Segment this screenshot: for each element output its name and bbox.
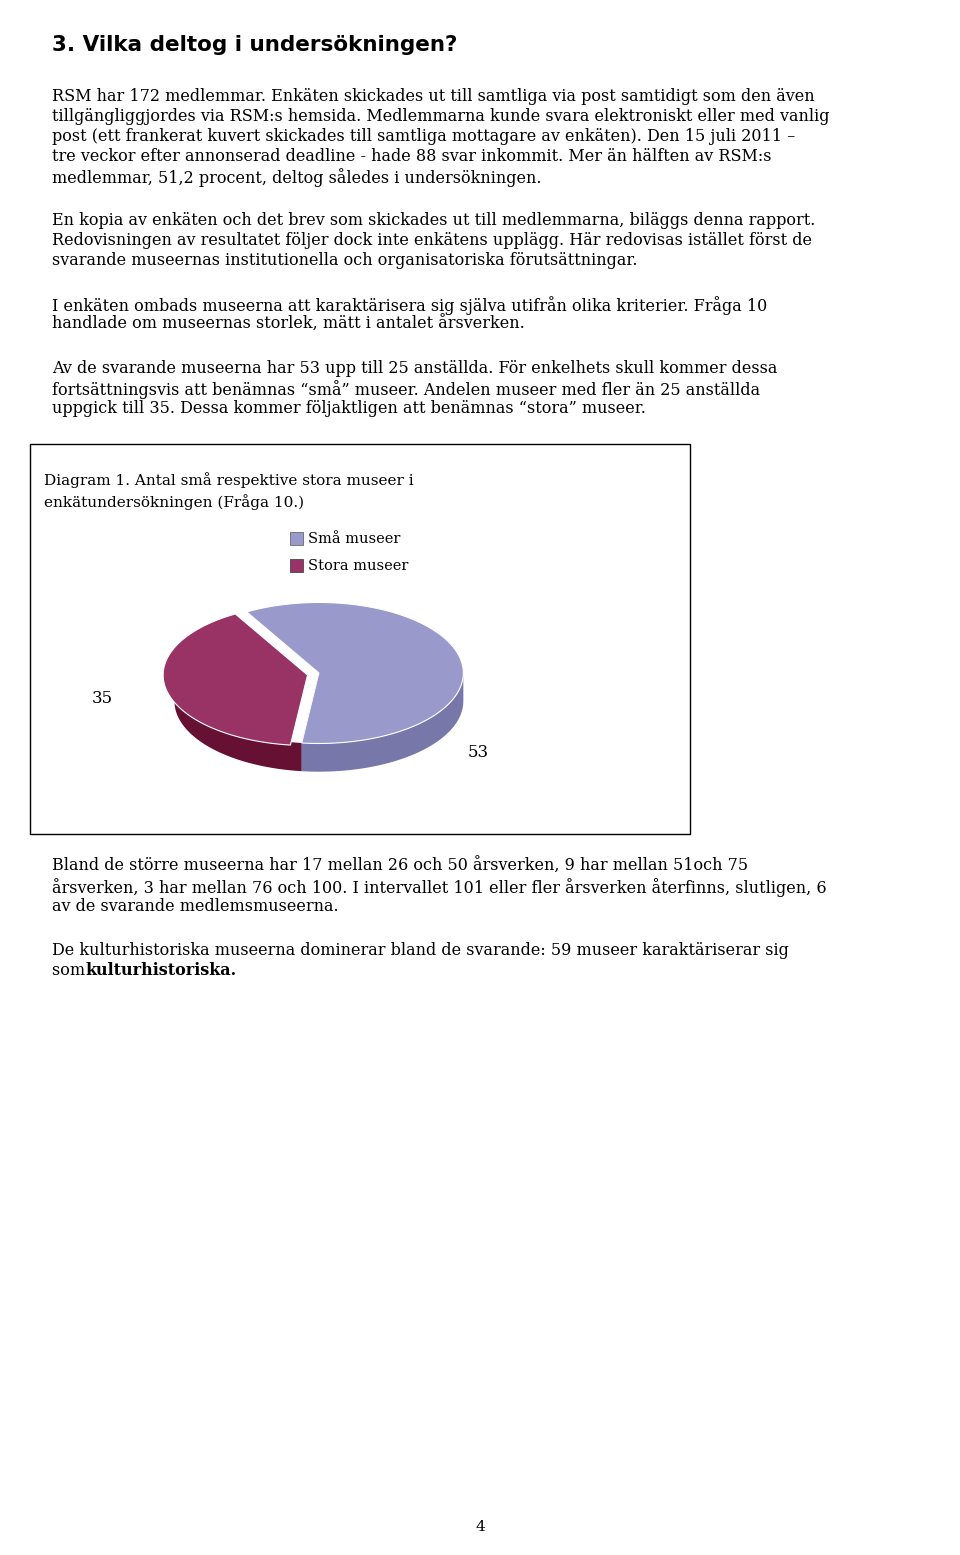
Text: Diagram 1. Antal små respektive stora museer i: Diagram 1. Antal små respektive stora mu… [44, 473, 414, 488]
Text: 4: 4 [475, 1519, 485, 1533]
Polygon shape [301, 673, 319, 771]
Text: Bland de större museerna har 17 mellan 26 och 50 årsverken, 9 har mellan 51och 7: Bland de större museerna har 17 mellan 2… [52, 858, 748, 875]
Text: medlemmar, 51,2 procent, deltog således i undersökningen.: medlemmar, 51,2 procent, deltog således … [52, 168, 541, 187]
Text: En kopia av enkäten och det brev som skickades ut till medlemmarna, biläggs denn: En kopia av enkäten och det brev som ski… [52, 211, 815, 229]
Text: tillgängliggjordes via RSM:s hemsida. Medlemmarna kunde svara elektroniskt eller: tillgängliggjordes via RSM:s hemsida. Me… [52, 107, 829, 124]
Text: 35: 35 [91, 690, 112, 708]
Text: Redovisningen av resultatet följer dock inte enkätens upplägg. Här redovisas ist: Redovisningen av resultatet följer dock … [52, 232, 812, 249]
Text: De kulturhistoriska museerna dominerar bland de svarande: 59 museer karaktäriser: De kulturhistoriska museerna dominerar b… [52, 942, 789, 959]
Text: Små museer: Små museer [308, 532, 400, 546]
Bar [290, 532, 303, 544]
Polygon shape [175, 673, 301, 771]
Text: Av de svarande museerna har 53 upp till 25 anställda. För enkelhets skull kommer: Av de svarande museerna har 53 upp till … [52, 361, 778, 376]
Text: tre veckor efter annonserad deadline - hade 88 svar inkommit. Mer än hälften av : tre veckor efter annonserad deadline - h… [52, 148, 772, 165]
Text: 3. Vilka deltog i undersökningen?: 3. Vilka deltog i undersökningen? [52, 36, 457, 54]
Text: enkätundersökningen (Fråga 10.): enkätundersökningen (Fråga 10.) [44, 494, 304, 510]
Text: kulturhistoriska.: kulturhistoriska. [85, 963, 236, 980]
Text: som: som [52, 963, 90, 980]
Text: svarande museernas institutionella och organisatoriska förutsättningar.: svarande museernas institutionella och o… [52, 252, 637, 269]
Text: I enkäten ombads museerna att karaktärisera sig själva utifrån olika kriterier. : I enkäten ombads museerna att karaktäris… [52, 295, 767, 316]
Text: fortsättningsvis att benämnas “små” museer. Andelen museer med fler än 25 anstäl: fortsättningsvis att benämnas “små” muse… [52, 379, 760, 400]
Text: handlade om museernas storlek, mätt i antalet årsverken.: handlade om museernas storlek, mätt i an… [52, 316, 525, 333]
Bar [30, 445, 690, 833]
Text: årsverken, 3 har mellan 76 och 100. I intervallet 101 eller fler årsverken återf: årsverken, 3 har mellan 76 och 100. I in… [52, 879, 827, 897]
Polygon shape [301, 673, 319, 771]
Text: post (ett frankerat kuvert skickades till samtliga mottagare av enkäten). Den 15: post (ett frankerat kuvert skickades til… [52, 128, 795, 145]
Bar [290, 558, 303, 572]
Polygon shape [301, 673, 464, 771]
Text: Stora museer: Stora museer [308, 558, 408, 572]
Polygon shape [247, 602, 464, 743]
Text: RSM har 172 medlemmar. Enkäten skickades ut till samtliga via post samtidigt som: RSM har 172 medlemmar. Enkäten skickades… [52, 89, 815, 106]
Text: av de svarande medlemsmuseerna.: av de svarande medlemsmuseerna. [52, 897, 339, 914]
Text: 53: 53 [468, 743, 489, 760]
Polygon shape [163, 614, 307, 745]
Text: uppgick till 35. Dessa kommer följaktligen att benämnas “stora” museer.: uppgick till 35. Dessa kommer följaktlig… [52, 400, 646, 417]
